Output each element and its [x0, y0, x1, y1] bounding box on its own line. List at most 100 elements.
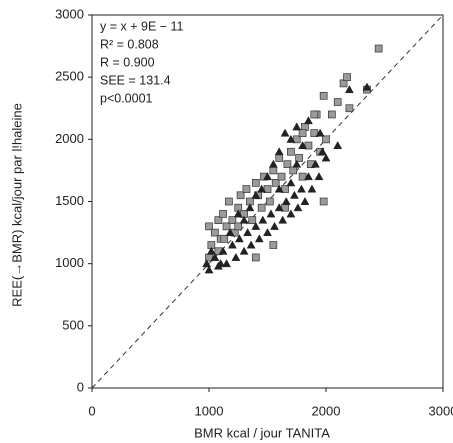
point: [333, 141, 343, 149]
point: [344, 85, 354, 94]
point: [231, 252, 241, 261]
point: [214, 216, 223, 224]
x-tick-label: 2000: [312, 403, 341, 418]
y-tick-label: 2000: [55, 131, 84, 146]
point: [277, 172, 286, 181]
point: [225, 197, 233, 206]
point: [220, 234, 229, 243]
point: [263, 172, 272, 181]
y-tick-label: 2500: [55, 69, 84, 84]
point: [270, 221, 279, 230]
point: [225, 228, 235, 237]
y-axis-label: REE(→BMR) kcal/jour par l!haleine: [9, 103, 24, 307]
point: [206, 246, 216, 255]
annotation: SEE = 131.4: [100, 73, 171, 87]
point: [274, 203, 284, 212]
point: [222, 259, 231, 268]
x-tick-label: 1000: [195, 403, 224, 418]
point: [298, 129, 307, 137]
point: [295, 154, 303, 162]
point: [239, 215, 249, 224]
point: [216, 259, 226, 268]
point: [266, 209, 276, 218]
point: [362, 82, 372, 91]
point: [310, 110, 319, 119]
y-tick-label: 1000: [55, 255, 84, 270]
point: [257, 184, 267, 193]
point: [274, 184, 284, 193]
point: [257, 203, 266, 212]
point: [304, 172, 313, 181]
point: [236, 191, 245, 200]
point: [242, 185, 251, 193]
point: [222, 222, 231, 231]
point: [268, 159, 278, 168]
point: [293, 203, 303, 212]
point: [300, 196, 310, 205]
point: [269, 241, 278, 249]
x-axis-label: BMR kcal / jour TANITA: [194, 425, 330, 440]
point: [314, 172, 324, 181]
point: [202, 259, 212, 268]
point: [269, 166, 278, 175]
point: [286, 134, 296, 143]
point: [292, 122, 302, 131]
point: [304, 116, 313, 125]
point: [298, 141, 308, 149]
point: [205, 222, 213, 231]
point: [275, 154, 284, 162]
point: [234, 234, 244, 243]
point: [251, 179, 260, 187]
point: [286, 209, 296, 218]
point: [211, 228, 219, 237]
point: [374, 44, 383, 53]
point: [234, 222, 243, 231]
point: [321, 153, 331, 162]
annotation: p<0.0001: [100, 91, 153, 105]
annotation: y = x + 9E − 11: [100, 19, 184, 33]
point: [248, 216, 257, 224]
point: [319, 197, 328, 206]
point: [271, 179, 280, 187]
point: [218, 246, 228, 255]
point: [219, 210, 227, 218]
point: [307, 184, 317, 193]
point: [254, 234, 264, 243]
point: [311, 159, 320, 168]
point: [251, 190, 261, 199]
point: [328, 110, 336, 119]
point: [210, 252, 220, 261]
point: [297, 184, 306, 193]
point: [345, 104, 354, 113]
point: [258, 215, 268, 224]
point: [204, 265, 214, 274]
annotation: R² = 0.808: [100, 37, 159, 51]
point: [228, 216, 237, 224]
point: [343, 73, 351, 82]
point: [318, 147, 327, 156]
point: [263, 228, 272, 237]
point: [280, 128, 290, 137]
y-tick-label: 3000: [55, 6, 84, 21]
point: [251, 253, 260, 262]
y-tick-label: 0: [77, 379, 84, 394]
y-tick-label: 1500: [55, 193, 84, 208]
point: [251, 221, 261, 230]
point: [274, 147, 284, 156]
y-tick-label: 500: [62, 317, 84, 332]
point: [322, 135, 330, 144]
point: [278, 215, 288, 224]
x-tick-label: 0: [88, 403, 95, 418]
point: [243, 228, 253, 237]
point: [265, 197, 274, 206]
point: [246, 240, 256, 249]
point: [281, 196, 291, 205]
point: [292, 159, 302, 168]
point: [245, 203, 255, 212]
point: [315, 128, 325, 137]
point: [227, 240, 237, 249]
point: [319, 91, 328, 100]
x-tick-label: 3000: [429, 403, 453, 418]
point: [333, 98, 342, 106]
